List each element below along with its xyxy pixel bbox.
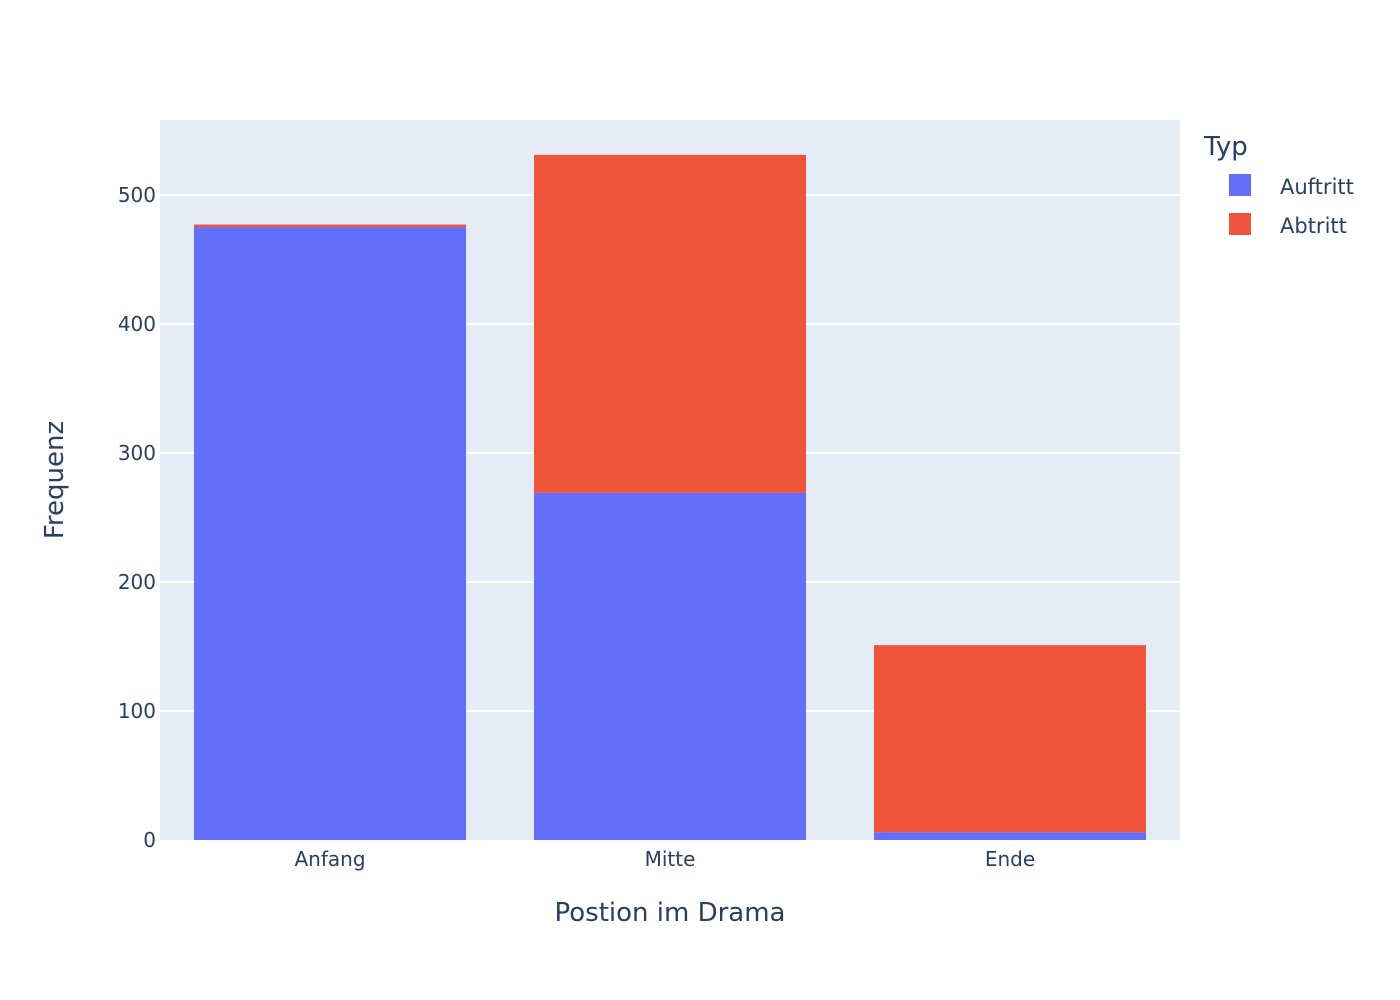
legend-label-abtritt: Abtritt xyxy=(1280,214,1347,238)
bar-abtritt-ende[interactable] xyxy=(874,645,1146,833)
y-tick-label: 400 xyxy=(118,312,156,336)
legend-item-auftritt[interactable]: Auftritt xyxy=(1229,174,1354,199)
y-tick-label: 300 xyxy=(118,441,156,465)
legend-swatch-abtritt xyxy=(1229,213,1251,235)
legend-label-auftritt: Auftritt xyxy=(1280,175,1354,199)
x-axis-ticks: Anfang Mitte Ende xyxy=(294,847,1035,871)
y-tick-label: 0 xyxy=(143,828,156,852)
y-tick-label: 500 xyxy=(118,183,156,207)
bars xyxy=(194,154,1146,840)
bar-auftritt-anfang[interactable] xyxy=(194,227,466,840)
x-tick-label: Ende xyxy=(985,847,1035,871)
x-tick-label: Anfang xyxy=(294,847,365,871)
y-axis-ticks: 0 100 200 300 400 500 xyxy=(118,183,156,852)
bar-auftritt-mitte[interactable] xyxy=(534,492,806,840)
y-tick-label: 100 xyxy=(118,699,156,723)
y-axis-title: Frequenz xyxy=(40,421,70,539)
y-tick-label: 200 xyxy=(118,570,156,594)
legend-title: Typ xyxy=(1203,132,1248,162)
bar-auftritt-ende[interactable] xyxy=(874,832,1146,840)
legend-swatch-auftritt xyxy=(1229,174,1251,196)
x-axis-title: Postion im Drama xyxy=(555,898,786,928)
legend[interactable]: Typ Auftritt Abtritt xyxy=(1203,132,1354,238)
x-tick-label: Mitte xyxy=(645,847,696,871)
bar-abtritt-mitte[interactable] xyxy=(534,154,806,493)
bar-abtritt-anfang[interactable] xyxy=(194,224,466,228)
legend-item-abtritt[interactable]: Abtritt xyxy=(1229,213,1347,238)
